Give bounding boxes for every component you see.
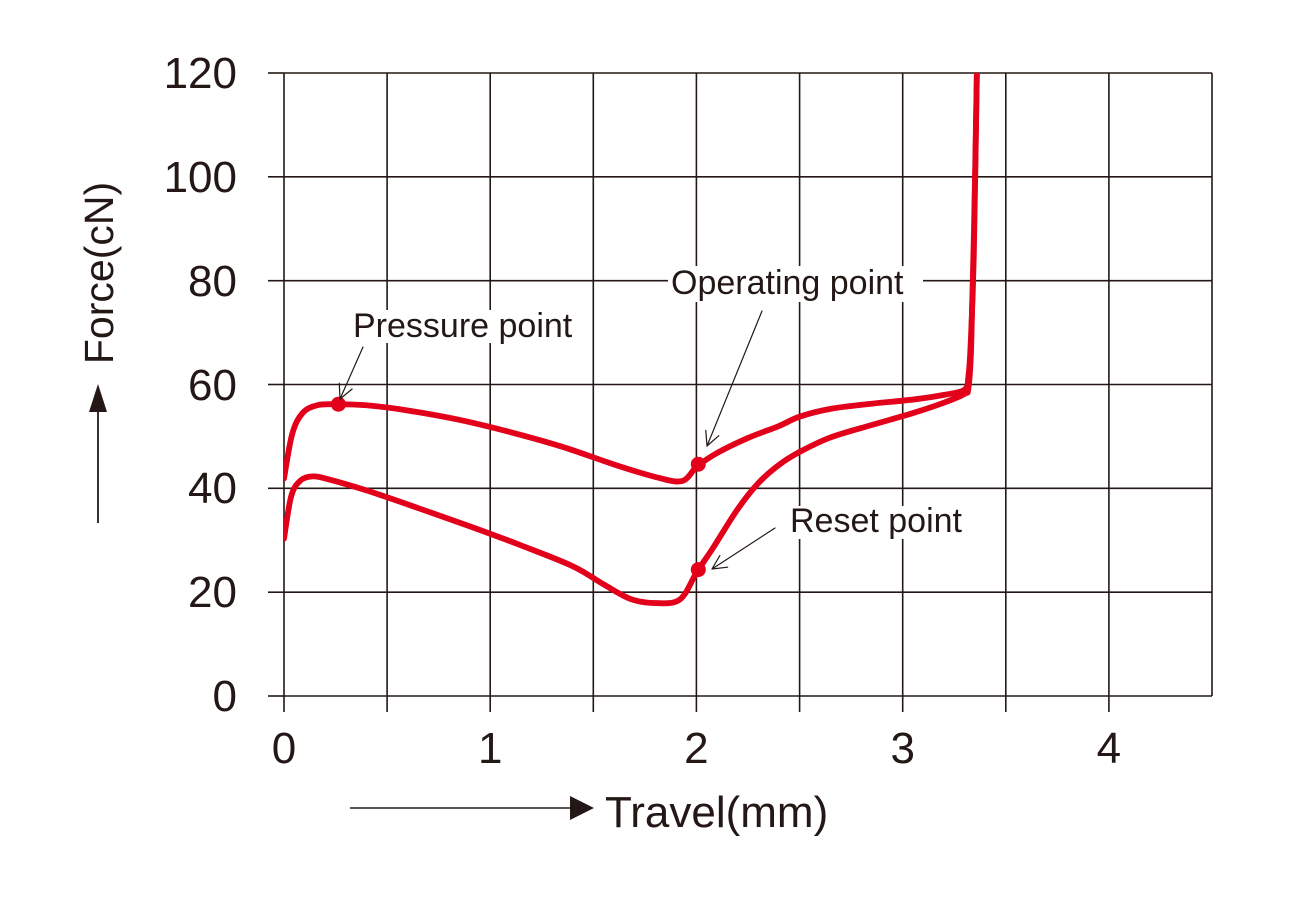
svg-text:Pressure point: Pressure point — [353, 307, 573, 345]
svg-text:0: 0 — [213, 672, 237, 721]
svg-text:Travel(mm): Travel(mm) — [605, 788, 828, 837]
svg-text:Reset point: Reset point — [790, 502, 963, 540]
svg-text:2: 2 — [684, 724, 708, 773]
svg-text:100: 100 — [164, 153, 237, 202]
svg-text:40: 40 — [188, 464, 237, 513]
svg-text:80: 80 — [188, 257, 237, 306]
svg-text:1: 1 — [478, 724, 502, 773]
svg-text:0: 0 — [272, 724, 296, 773]
svg-text:Force(cN): Force(cN) — [76, 182, 122, 364]
svg-text:4: 4 — [1097, 724, 1121, 773]
svg-text:3: 3 — [890, 724, 914, 773]
svg-text:60: 60 — [188, 361, 237, 410]
svg-text:120: 120 — [164, 49, 237, 98]
svg-text:20: 20 — [188, 568, 237, 617]
svg-text:Operating point: Operating point — [671, 264, 904, 302]
